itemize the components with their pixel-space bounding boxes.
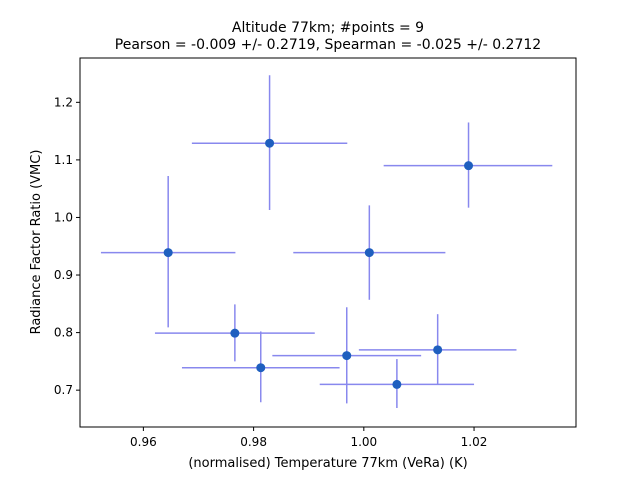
- y-tick-label: 0.7: [54, 383, 73, 397]
- x-tick-label: 0.98: [240, 435, 267, 449]
- axis-ticks: 0.96 0.98 1.00 1.02 0.7 0.8 0.9 1.0 1.1 1.2: [54, 95, 487, 449]
- data-point: [342, 351, 352, 361]
- data-point: [230, 328, 240, 338]
- data-point: [256, 363, 266, 373]
- axes-frame: [79, 57, 577, 428]
- data-point: [392, 379, 402, 389]
- x-axis-label: (normalised) Temperature 77km (VeRa) (K): [188, 456, 467, 471]
- data-point: [163, 248, 173, 258]
- x-tick-label: 1.02: [461, 435, 488, 449]
- data-point: [464, 161, 474, 171]
- y-tick-label: 1.0: [54, 210, 73, 224]
- y-axis-label: Radiance Factor Ratio (VMC): [29, 150, 44, 335]
- data-point: [433, 345, 443, 355]
- x-tick-label: 0.96: [130, 435, 157, 449]
- y-tick-label: 1.1: [54, 153, 73, 167]
- y-tick-label: 0.8: [54, 326, 73, 340]
- y-tick-label: 0.9: [54, 268, 73, 282]
- data-point: [364, 248, 374, 258]
- x-tick-label: 1.00: [350, 435, 377, 449]
- y-tick-label: 1.2: [54, 95, 73, 109]
- plot-area: [100, 75, 553, 409]
- data-point: [265, 138, 275, 148]
- chart-title-line1: Altitude 77km; #points = 9: [232, 20, 424, 36]
- chart-title-line2: Pearson = -0.009 +/- 0.2719, Spearman = …: [115, 37, 541, 53]
